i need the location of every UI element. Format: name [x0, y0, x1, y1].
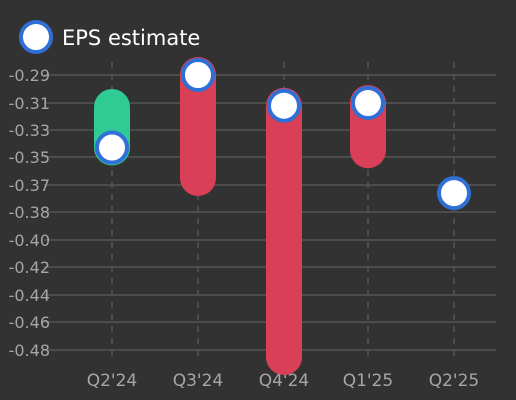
legend-label: EPS estimate — [62, 26, 200, 50]
estimate-markers — [95, 58, 471, 211]
x-axis-ticks: Q2'24 Q3'24 Q4'24 Q1'25 Q2'25 — [87, 371, 480, 391]
estimate-marker — [181, 58, 215, 92]
x-tick-label: Q3'24 — [173, 371, 224, 391]
x-tick-label: Q2'24 — [87, 371, 138, 391]
y-tick-label: -0.31 — [9, 94, 50, 113]
x-tick-label: Q1'25 — [343, 371, 394, 391]
range-bars — [94, 57, 386, 375]
y-tick-label: -0.29 — [9, 66, 50, 85]
range-bar — [266, 87, 302, 375]
y-tick-label: -0.38 — [9, 203, 50, 222]
estimate-marker — [437, 176, 471, 211]
y-tick-label: -0.42 — [9, 258, 50, 277]
y-tick-label: -0.35 — [9, 148, 50, 167]
range-bar — [180, 57, 216, 196]
estimate-marker — [95, 130, 129, 165]
estimate-marker — [267, 88, 301, 123]
y-tick-label: -0.46 — [9, 313, 50, 332]
y-tick-label: -0.48 — [9, 341, 50, 360]
x-tick-label: Q4'24 — [259, 371, 310, 391]
estimate-marker — [351, 86, 385, 120]
y-tick-label: -0.33 — [9, 121, 50, 140]
y-tick-label: -0.37 — [9, 176, 50, 195]
y-tick-label: -0.44 — [9, 286, 50, 305]
x-tick-label: Q2'25 — [429, 371, 480, 391]
legend-marker — [19, 20, 53, 54]
y-tick-label: -0.40 — [9, 231, 50, 250]
legend: EPS estimate — [19, 20, 200, 54]
y-axis-ticks: -0.29 -0.31 -0.33 -0.35 -0.37 -0.38 -0.40 -0.42… — [9, 66, 50, 360]
